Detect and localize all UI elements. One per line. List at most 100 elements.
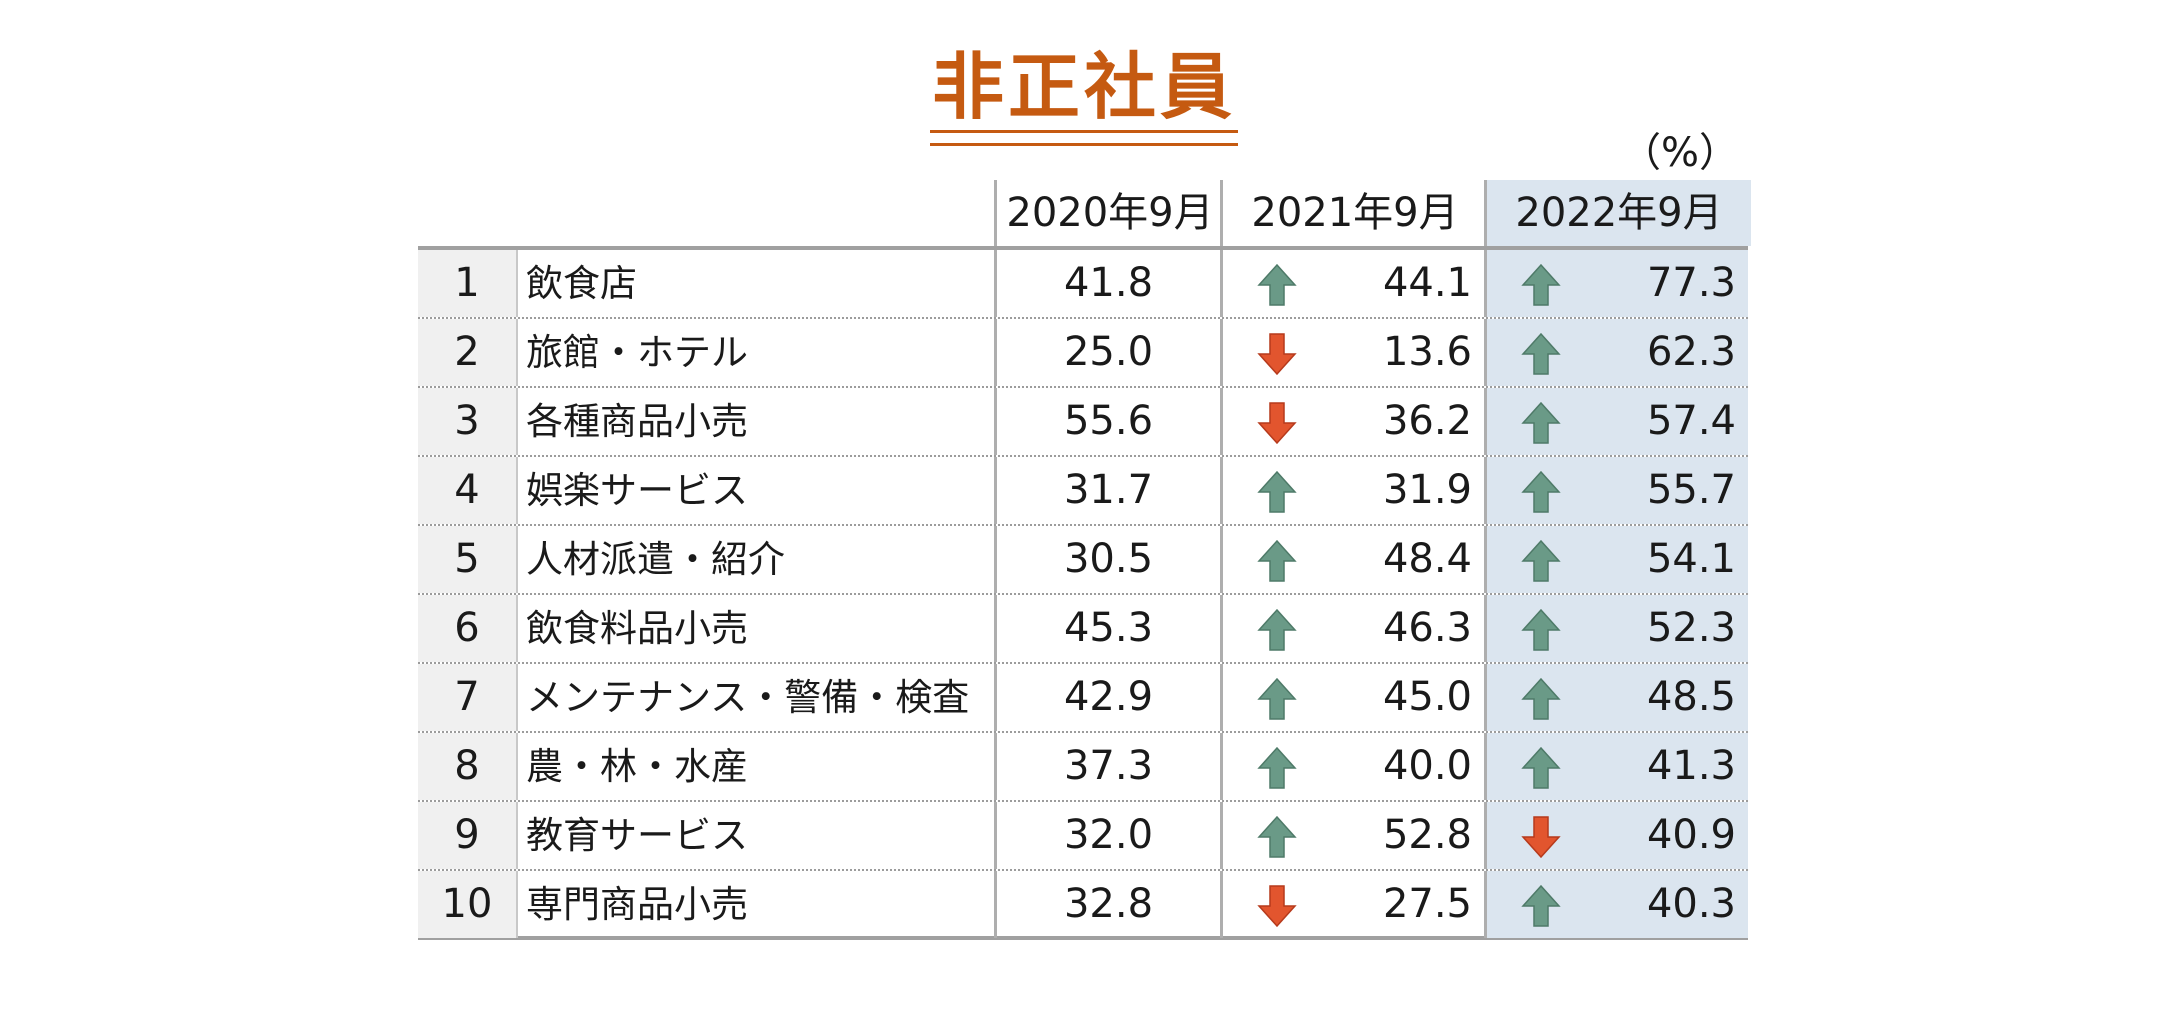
up-arrow-icon [1521,539,1561,582]
industry-name-cell: 農・林・水産 [516,733,994,800]
table-row: 3 各種商品小売 55.6 36.2 57.4 [418,388,1748,457]
value-2021: 52.8 [1382,812,1472,858]
column-header-2020: 2020年9月 [994,180,1223,246]
rank-cell: 9 [418,802,516,869]
industry-name-cell: 飲食店 [516,250,994,317]
value-2022-cell: 54.1 [1484,526,1748,593]
rank-cell: 8 [418,733,516,800]
down-arrow-icon [1257,885,1297,928]
up-arrow-icon [1257,746,1297,789]
value-2020-cell: 42.9 [994,664,1220,731]
chart-title: 非正社員 [0,42,2168,146]
value-2021-cell: 45.0 [1220,664,1484,731]
rank-cell: 4 [418,457,516,524]
up-arrow-icon [1257,263,1297,306]
up-arrow-icon [1521,332,1561,375]
column-header-2022: 2022年9月 [1484,180,1751,246]
value-2021: 40.0 [1382,743,1472,789]
table-row: 5 人材派遣・紹介 30.5 48.4 54.1 [418,526,1748,595]
down-arrow-icon [1257,333,1297,376]
value-2022-cell: 48.5 [1484,664,1748,731]
table-row: 1 飲食店 41.8 44.1 77.3 [418,250,1748,319]
value-2021: 46.3 [1382,605,1472,651]
value-2022: 54.1 [1646,536,1736,582]
up-arrow-icon [1521,263,1561,306]
value-2020-cell: 30.5 [994,526,1220,593]
value-2022: 40.9 [1646,812,1736,858]
up-arrow-icon [1521,746,1561,789]
down-arrow-icon [1521,816,1561,859]
rank-cell: 6 [418,595,516,662]
column-header-2021: 2021年9月 [1220,180,1487,246]
value-2020-cell: 37.3 [994,733,1220,800]
value-2022: 57.4 [1646,398,1736,444]
value-2020-cell: 32.0 [994,802,1220,869]
value-2022-cell: 55.7 [1484,457,1748,524]
value-2022: 55.7 [1646,467,1736,513]
table-row: 7 メンテナンス・警備・検査 42.9 45.0 48.5 [418,664,1748,733]
value-2021-cell: 52.8 [1220,802,1484,869]
value-2021: 45.0 [1382,674,1472,720]
value-2022: 41.3 [1646,743,1736,789]
header-rule [418,246,1748,250]
value-2022-cell: 40.3 [1484,871,1748,938]
table-row: 9 教育サービス 32.0 52.8 40.9 [418,802,1748,871]
value-2022-cell: 52.3 [1484,595,1748,662]
industry-name-cell: 旅館・ホテル [516,319,994,386]
value-2021-cell: 13.6 [1220,319,1484,386]
value-2022: 40.3 [1646,881,1736,927]
value-2021: 13.6 [1382,329,1472,375]
industry-name-cell: 教育サービス [516,802,994,869]
industry-name-cell: 人材派遣・紹介 [516,526,994,593]
rank-cell: 5 [418,526,516,593]
industry-name-cell: 飲食料品小売 [516,595,994,662]
up-arrow-icon [1257,815,1297,858]
value-2022-cell: 62.3 [1484,319,1748,386]
table-row: 6 飲食料品小売 45.3 46.3 52.3 [418,595,1748,664]
unit-label: （%） [1620,130,1739,176]
up-arrow-icon [1521,470,1561,513]
up-arrow-icon [1257,539,1297,582]
value-2020-cell: 55.6 [994,388,1220,455]
value-2021-cell: 36.2 [1220,388,1484,455]
rank-cell: 10 [418,871,516,938]
rank-cell: 7 [418,664,516,731]
value-2020-cell: 32.8 [994,871,1220,938]
value-2021: 31.9 [1382,467,1472,513]
industry-name-cell: 娯楽サービス [516,457,994,524]
table-row: 8 農・林・水産 37.3 40.0 41.3 [418,733,1748,802]
value-2022: 62.3 [1646,329,1736,375]
table-row: 2 旅館・ホテル 25.0 13.6 62.3 [418,319,1748,388]
value-2022: 77.3 [1646,260,1736,306]
value-2021: 36.2 [1382,398,1472,444]
value-2021-cell: 44.1 [1220,250,1484,317]
up-arrow-icon [1521,401,1561,444]
value-2022-cell: 57.4 [1484,388,1748,455]
table-row: 4 娯楽サービス 31.7 31.9 55.7 [418,457,1748,526]
value-2022: 52.3 [1646,605,1736,651]
up-arrow-icon [1521,884,1561,927]
industry-name-cell: メンテナンス・警備・検査 [516,664,994,731]
up-arrow-icon [1521,608,1561,651]
rank-cell: 3 [418,388,516,455]
value-2021-cell: 27.5 [1220,871,1484,938]
chart-title-text: 非正社員 [929,42,1239,146]
rank-cell: 2 [418,319,516,386]
rank-cell: 1 [418,250,516,317]
industry-name-cell: 各種商品小売 [516,388,994,455]
up-arrow-icon [1257,608,1297,651]
value-2021-cell: 46.3 [1220,595,1484,662]
industry-name-cell: 専門商品小売 [516,871,994,938]
value-2022-cell: 77.3 [1484,250,1748,317]
value-2022-cell: 41.3 [1484,733,1748,800]
value-2022: 48.5 [1646,674,1736,720]
value-2020-cell: 25.0 [994,319,1220,386]
value-2021: 27.5 [1382,881,1472,927]
value-2021-cell: 48.4 [1220,526,1484,593]
up-arrow-icon [1257,470,1297,513]
up-arrow-icon [1521,677,1561,720]
value-2021-cell: 31.9 [1220,457,1484,524]
value-2021: 48.4 [1382,536,1472,582]
value-2021: 44.1 [1382,260,1472,306]
value-2020-cell: 45.3 [994,595,1220,662]
